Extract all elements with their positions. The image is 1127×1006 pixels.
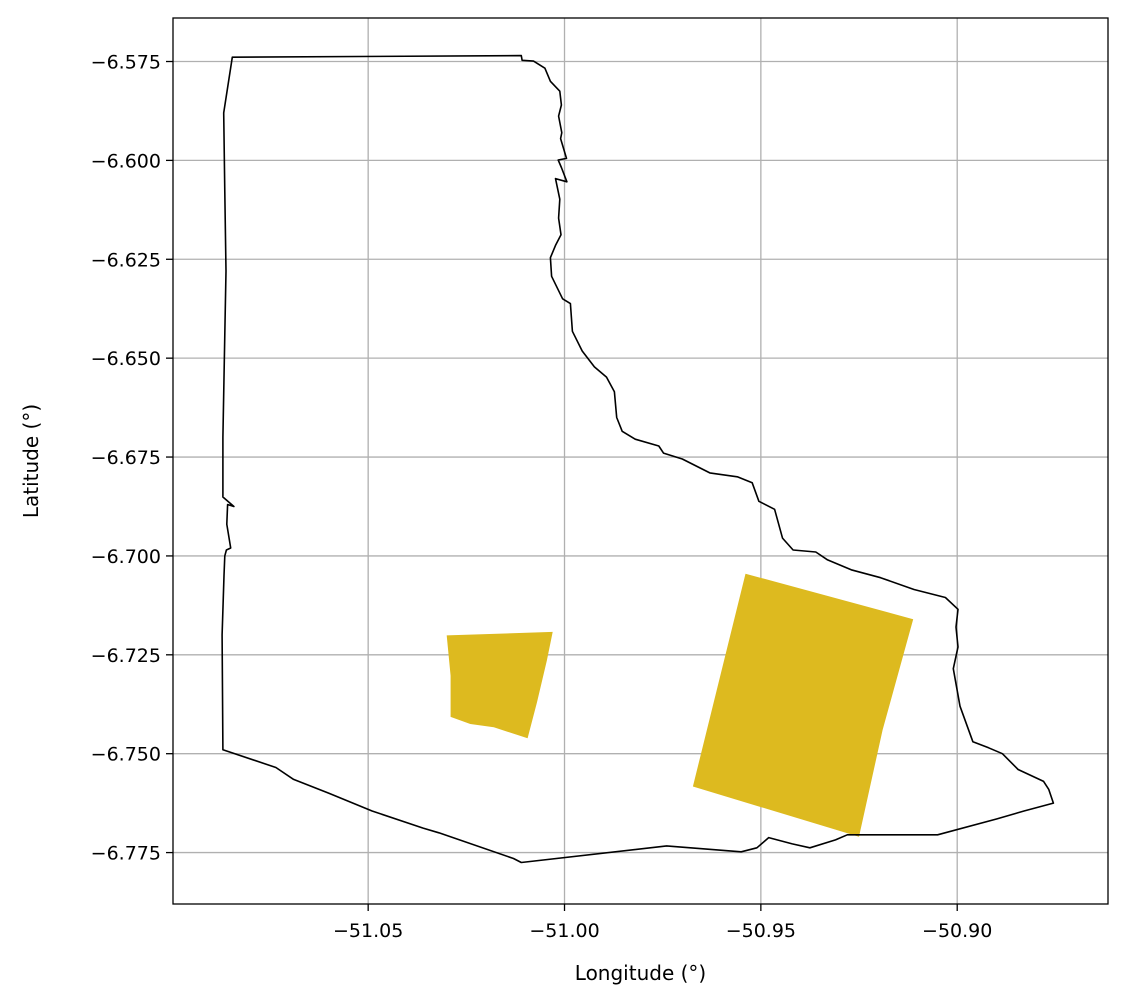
highlighted-area-1 (446, 631, 553, 739)
y-axis-label: Latitude (°) (19, 404, 43, 518)
highlighted-areas (446, 573, 914, 837)
y-tick-label: −6.600 (91, 150, 161, 172)
x-tick-label: −51.00 (529, 920, 599, 942)
y-tick-label: −6.775 (91, 843, 161, 865)
y-tick-label: −6.625 (91, 249, 161, 271)
y-tick-label: −6.675 (91, 447, 161, 469)
y-axis-ticks: −6.575 −6.600 −6.625 −6.650 −6.675 −6.700 −6.7… (91, 52, 173, 865)
x-tick-label: −50.95 (726, 920, 796, 942)
x-tick-label: −51.05 (333, 920, 403, 942)
x-axis-label: Longitude (°) (575, 961, 706, 985)
y-tick-label: −6.575 (91, 52, 161, 74)
y-tick-label: −6.650 (91, 348, 161, 370)
y-tick-label: −6.700 (91, 546, 161, 568)
region-boundary (221, 54, 1055, 864)
boundary-outline (221, 54, 1055, 864)
y-tick-label: −6.750 (91, 744, 161, 766)
highlighted-area-2 (692, 573, 914, 837)
y-tick-label: −6.725 (91, 645, 161, 667)
x-axis-ticks: −51.05 −51.00 −50.95 −50.90 (333, 904, 992, 942)
x-tick-label: −50.90 (922, 920, 992, 942)
plot-frame (172, 17, 1109, 905)
grid-lines (173, 18, 1108, 904)
